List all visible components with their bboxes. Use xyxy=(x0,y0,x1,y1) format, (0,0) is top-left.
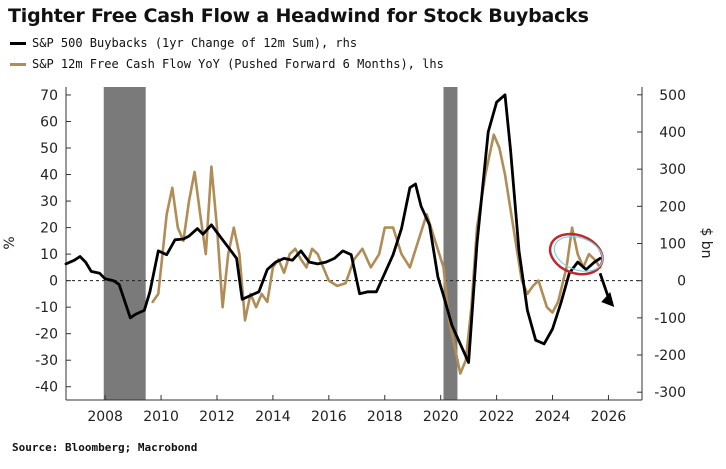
x-tick-label-5: 2018 xyxy=(367,409,403,425)
chart-title: Tighter Free Cash Flow a Headwind for St… xyxy=(8,5,589,27)
legend-item-buybacks: S&P 500 Buybacks (1yr Change of 12m Sum)… xyxy=(10,33,444,54)
x-tick-label-2: 2012 xyxy=(199,409,235,425)
x-tick-label-0: 2008 xyxy=(87,409,123,425)
series-line-buybacks xyxy=(64,93,602,364)
left-tick-label-4: 30 xyxy=(40,194,58,210)
legend-item-fcf: S&P 12m Free Cash Flow YoY (Pushed Forwa… xyxy=(10,54,444,75)
left-axis-label: % xyxy=(2,236,18,249)
series-line-fcf xyxy=(151,133,602,375)
legend-label-fcf: S&P 12m Free Cash Flow YoY (Pushed Forwa… xyxy=(32,57,444,71)
legend-label-buybacks: S&P 500 Buybacks (1yr Change of 12m Sum)… xyxy=(32,36,358,50)
x-tick-label-9: 2026 xyxy=(591,409,627,425)
right-tick-label-2: 300 xyxy=(659,162,686,178)
highlight-ellipse-inner xyxy=(553,235,604,272)
right-tick-label-8: -300 xyxy=(654,385,686,401)
recession-band-0 xyxy=(103,87,146,400)
left-tick-label-9: -20 xyxy=(35,327,58,343)
highlight-ellipse xyxy=(548,232,604,276)
left-tick-label-5: 20 xyxy=(40,221,58,237)
left-tick-label-10: -30 xyxy=(35,353,58,369)
x-tick-label-8: 2024 xyxy=(535,409,571,425)
right-axis-label: $ bn xyxy=(698,227,714,258)
right-tick-label-7: -200 xyxy=(654,348,686,364)
left-tick-label-8: -10 xyxy=(35,300,58,316)
left-tick-label-1: 60 xyxy=(40,114,58,130)
x-tick-label-7: 2022 xyxy=(479,409,515,425)
left-tick-label-7: 0 xyxy=(49,274,58,290)
x-tick-label-1: 2010 xyxy=(143,409,179,425)
legend: S&P 500 Buybacks (1yr Change of 12m Sum)… xyxy=(10,33,444,75)
right-tick-label-6: -100 xyxy=(654,311,686,327)
legend-swatch-buybacks xyxy=(10,42,26,45)
right-tick-label-3: 200 xyxy=(659,199,686,215)
legend-swatch-fcf xyxy=(10,63,26,66)
x-tick-label-6: 2020 xyxy=(423,409,459,425)
left-tick-label-3: 40 xyxy=(40,168,58,184)
right-tick-label-1: 400 xyxy=(659,125,686,141)
left-tick-label-6: 10 xyxy=(40,247,58,263)
left-tick-label-2: 50 xyxy=(40,141,58,157)
left-tick-label-0: 70 xyxy=(40,88,58,104)
recession-band-1 xyxy=(443,87,458,400)
right-tick-label-0: 500 xyxy=(659,88,686,104)
left-tick-label-11: -40 xyxy=(35,380,58,396)
source-note: Source: Bloomberg; Macrobond xyxy=(12,441,198,454)
x-tick-label-4: 2016 xyxy=(311,409,347,425)
trend-arrow-head xyxy=(601,291,615,307)
right-tick-label-5: 0 xyxy=(677,274,686,290)
right-tick-label-4: 100 xyxy=(659,237,686,253)
x-tick-label-3: 2014 xyxy=(255,409,291,425)
